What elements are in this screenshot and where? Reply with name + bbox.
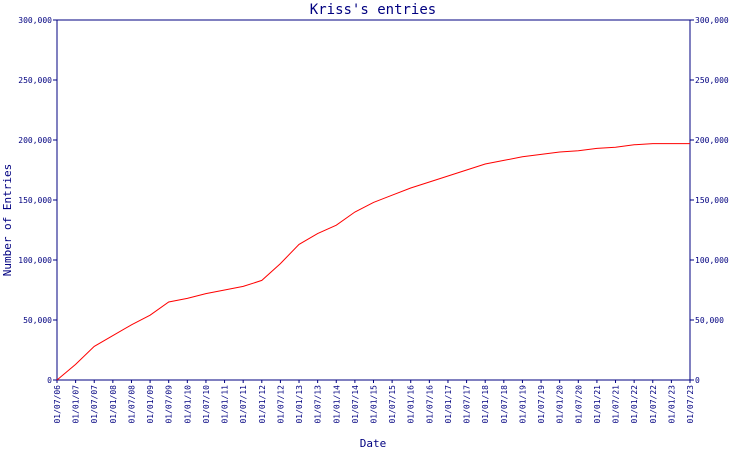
x-tick-label: 01/07/15 xyxy=(388,385,397,424)
x-tick-label: 01/07/17 xyxy=(463,385,472,424)
x-tick-label: 01/07/22 xyxy=(649,385,658,424)
x-tick-label: 01/07/08 xyxy=(127,385,136,424)
y-tick-label-right: 200,000 xyxy=(695,136,729,145)
y-axis-right-ticks: 0 50,000 100,000 150,000 200,000 250,000 300,0… xyxy=(690,16,729,385)
x-tick-label: 01/07/12 xyxy=(276,385,285,424)
x-tick-label: 01/07/06 xyxy=(53,385,62,424)
x-tick-label: 01/07/07 xyxy=(90,385,99,424)
y-tick-label-left: 100,000 xyxy=(18,256,52,265)
y-tick-label-right: 0 xyxy=(695,376,700,385)
x-tick-label: 01/01/10 xyxy=(183,385,192,424)
x-tick-label: 01/07/11 xyxy=(239,385,248,424)
chart-title: Kriss's entries xyxy=(310,2,436,18)
y-tick-label-right: 50,000 xyxy=(695,316,724,325)
y-tick-label-right: 300,000 xyxy=(695,16,729,25)
y-axis-label: Number of Entries xyxy=(1,164,14,277)
x-tick-label: 01/07/20 xyxy=(574,385,583,424)
x-tick-label: 01/07/19 xyxy=(537,385,546,424)
x-tick-label: 01/01/17 xyxy=(444,385,453,424)
x-tick-label: 01/01/15 xyxy=(370,385,379,424)
x-tick-label: 01/01/22 xyxy=(630,385,639,424)
x-tick-label: 01/01/08 xyxy=(109,385,118,424)
y-tick-label-right: 250,000 xyxy=(695,76,729,85)
y-tick-label-left: 200,000 xyxy=(18,136,52,145)
x-tick-label: 01/01/19 xyxy=(518,385,527,424)
y-tick-label-right: 150,000 xyxy=(695,196,729,205)
x-tick-label: 01/01/18 xyxy=(481,385,490,424)
y-axis-left-ticks: 0 50,000 100,000 150,000 200,000 250,000 300,0… xyxy=(18,16,57,385)
y-tick-label-left: 0 xyxy=(47,376,52,385)
x-tick-label: 01/01/23 xyxy=(667,385,676,424)
x-tick-label: 01/07/16 xyxy=(425,385,434,424)
y-tick-label-left: 50,000 xyxy=(23,316,52,325)
y-tick-label-left: 250,000 xyxy=(18,76,52,85)
x-tick-label: 01/01/13 xyxy=(295,385,304,424)
x-tick-label: 01/07/23 xyxy=(686,385,695,424)
x-tick-label: 01/01/16 xyxy=(407,385,416,424)
y-tick-label-right: 100,000 xyxy=(695,256,729,265)
x-tick-label: 01/01/21 xyxy=(593,385,602,424)
x-axis-ticks: 01/07/06 01/01/07 01/07/07 01/01/08 01/07/08… xyxy=(53,380,695,424)
series-line xyxy=(56,143,690,381)
x-tick-label: 01/07/13 xyxy=(314,385,323,424)
x-tick-label: 01/01/09 xyxy=(146,385,155,424)
x-axis-label: Date xyxy=(360,437,387,450)
x-tick-label: 01/07/21 xyxy=(612,385,621,424)
x-tick-label: 01/07/10 xyxy=(202,385,211,424)
x-tick-label: 01/01/12 xyxy=(258,385,267,424)
x-tick-label: 01/01/14 xyxy=(332,385,341,424)
x-tick-label: 01/07/14 xyxy=(351,385,360,424)
y-tick-label-left: 300,000 xyxy=(18,16,52,25)
y-tick-label-left: 150,000 xyxy=(18,196,52,205)
x-tick-label: 01/07/09 xyxy=(165,385,174,424)
x-tick-label: 01/07/18 xyxy=(500,385,509,424)
x-tick-label: 01/01/07 xyxy=(72,385,81,424)
x-tick-label: 01/01/20 xyxy=(556,385,565,424)
plot-area xyxy=(56,19,691,381)
x-tick-label: 01/01/11 xyxy=(221,385,230,424)
